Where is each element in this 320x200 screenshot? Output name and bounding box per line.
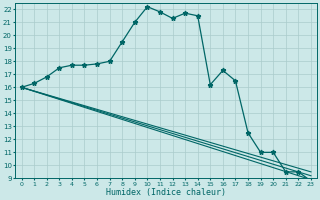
X-axis label: Humidex (Indice chaleur): Humidex (Indice chaleur) — [106, 188, 226, 197]
